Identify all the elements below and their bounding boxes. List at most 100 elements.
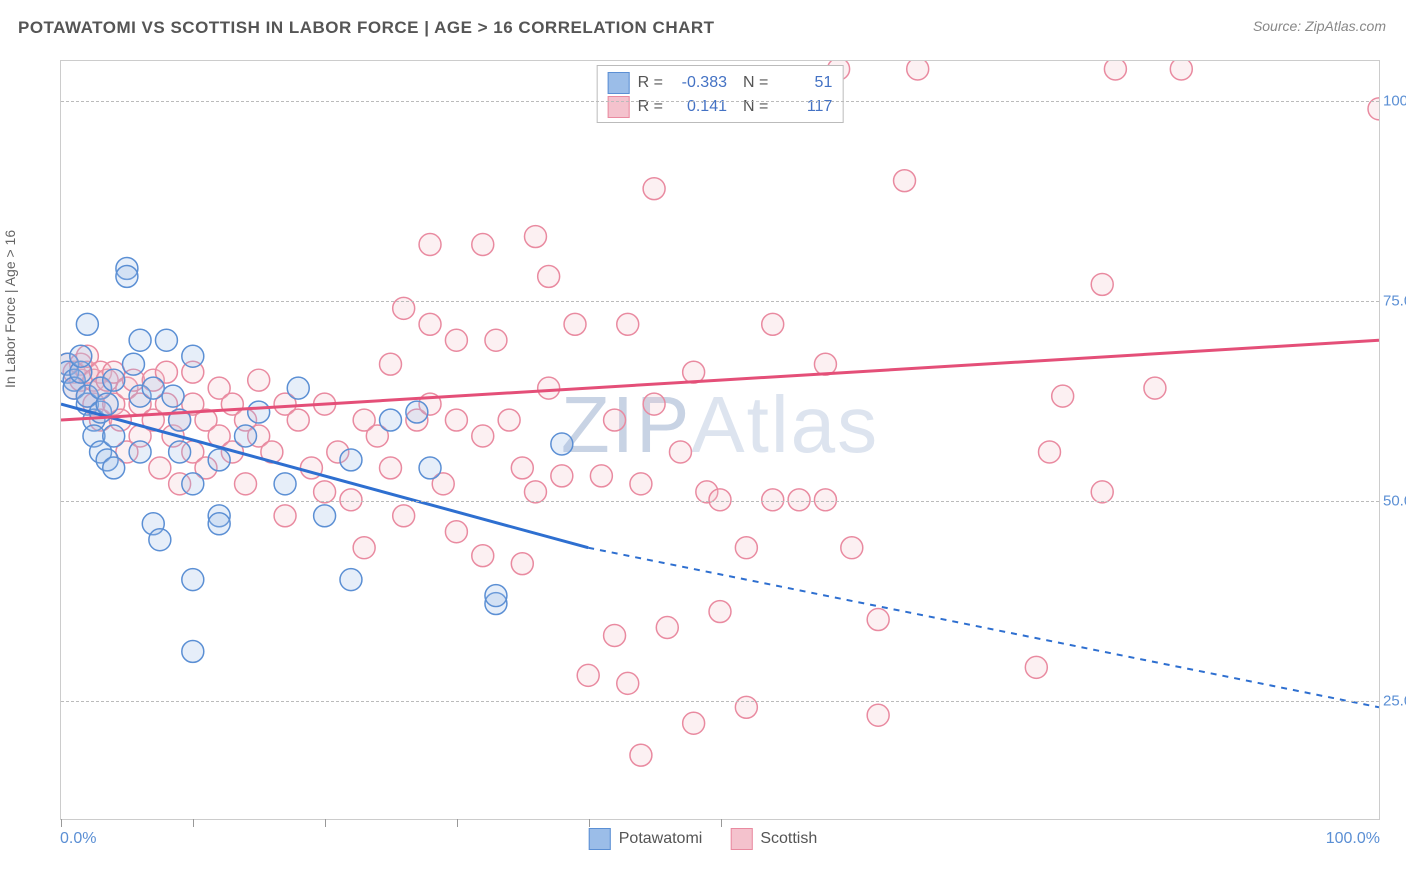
data-point	[149, 457, 171, 479]
data-point	[248, 369, 270, 391]
data-point	[762, 313, 784, 335]
data-point	[103, 425, 125, 447]
data-point	[208, 449, 230, 471]
data-point	[604, 409, 626, 431]
swatch-potawatomi	[608, 72, 630, 94]
data-point	[314, 505, 336, 527]
data-point	[393, 505, 415, 527]
data-point	[419, 457, 441, 479]
legend-row-scottish: R = 0.141 N = 117	[608, 96, 833, 118]
data-point	[287, 377, 309, 399]
data-point	[472, 425, 494, 447]
legend-row-potawatomi: R = -0.383 N = 51	[608, 72, 833, 94]
correlation-legend: R = -0.383 N = 51 R = 0.141 N = 117	[597, 65, 844, 123]
data-point	[445, 409, 467, 431]
data-point	[96, 393, 118, 415]
swatch-scottish-bottom	[730, 828, 752, 850]
data-point	[709, 489, 731, 511]
data-point	[1104, 61, 1126, 80]
data-point	[788, 489, 810, 511]
data-point	[142, 377, 164, 399]
legend-item-scottish: Scottish	[730, 828, 817, 850]
y-tick-label: 50.0%	[1383, 493, 1406, 510]
data-point	[248, 401, 270, 423]
data-point	[524, 481, 546, 503]
data-point	[182, 345, 204, 367]
x-axis-max-label: 100.0%	[1326, 830, 1380, 848]
data-point	[551, 465, 573, 487]
data-point	[590, 465, 612, 487]
r-label: R =	[638, 74, 663, 92]
x-tick	[457, 819, 458, 827]
data-point	[656, 617, 678, 639]
data-point	[669, 441, 691, 463]
r-value-potawatomi: -0.383	[671, 74, 727, 92]
plot-area: ZIPAtlas R = -0.383 N = 51 R = 0.141 N =…	[60, 60, 1380, 820]
data-point	[735, 696, 757, 718]
data-point	[182, 640, 204, 662]
data-point	[577, 664, 599, 686]
data-point	[472, 545, 494, 567]
x-tick	[589, 819, 590, 827]
data-point	[894, 170, 916, 192]
data-point	[498, 409, 520, 431]
data-point	[419, 313, 441, 335]
data-point	[564, 313, 586, 335]
data-point	[155, 329, 177, 351]
data-point	[70, 345, 92, 367]
data-point	[353, 537, 375, 559]
data-point	[162, 385, 184, 407]
swatch-scottish	[608, 96, 630, 118]
data-point	[538, 377, 560, 399]
data-point	[472, 234, 494, 256]
legend-item-potawatomi: Potawatomi	[589, 828, 703, 850]
data-point	[103, 369, 125, 391]
data-point	[551, 433, 573, 455]
data-point	[169, 441, 191, 463]
n-label: N =	[743, 74, 768, 92]
data-point	[380, 409, 402, 431]
data-point	[340, 489, 362, 511]
data-point	[314, 481, 336, 503]
data-point	[1144, 377, 1166, 399]
data-point	[814, 489, 836, 511]
x-axis-min-label: 0.0%	[60, 830, 96, 848]
gridline	[61, 301, 1379, 302]
data-point	[129, 329, 151, 351]
data-point	[762, 489, 784, 511]
x-tick	[325, 819, 326, 827]
data-point	[907, 61, 929, 80]
data-point	[235, 473, 257, 495]
series-legend: Potawatomi Scottish	[589, 828, 818, 850]
data-point	[445, 329, 467, 351]
data-point	[274, 505, 296, 527]
data-point	[274, 473, 296, 495]
data-point	[182, 569, 204, 591]
data-point	[116, 265, 138, 287]
data-point	[129, 441, 151, 463]
data-point	[1039, 441, 1061, 463]
data-point	[235, 425, 257, 447]
data-point	[406, 401, 428, 423]
data-point	[630, 744, 652, 766]
data-point	[76, 313, 98, 335]
data-point	[1052, 385, 1074, 407]
data-point	[841, 537, 863, 559]
data-point	[683, 712, 705, 734]
data-point	[287, 409, 309, 431]
data-point	[1091, 481, 1113, 503]
data-point	[709, 601, 731, 623]
data-point	[511, 457, 533, 479]
data-point	[630, 473, 652, 495]
data-point	[643, 178, 665, 200]
data-point	[445, 521, 467, 543]
data-point	[340, 569, 362, 591]
data-point	[538, 265, 560, 287]
scatter-svg	[61, 61, 1379, 819]
data-point	[617, 672, 639, 694]
n-value-potawatomi: 51	[776, 74, 832, 92]
y-tick-label: 75.0%	[1383, 293, 1406, 310]
y-tick-label: 100.0%	[1383, 93, 1406, 110]
data-point	[419, 234, 441, 256]
data-point	[604, 625, 626, 647]
